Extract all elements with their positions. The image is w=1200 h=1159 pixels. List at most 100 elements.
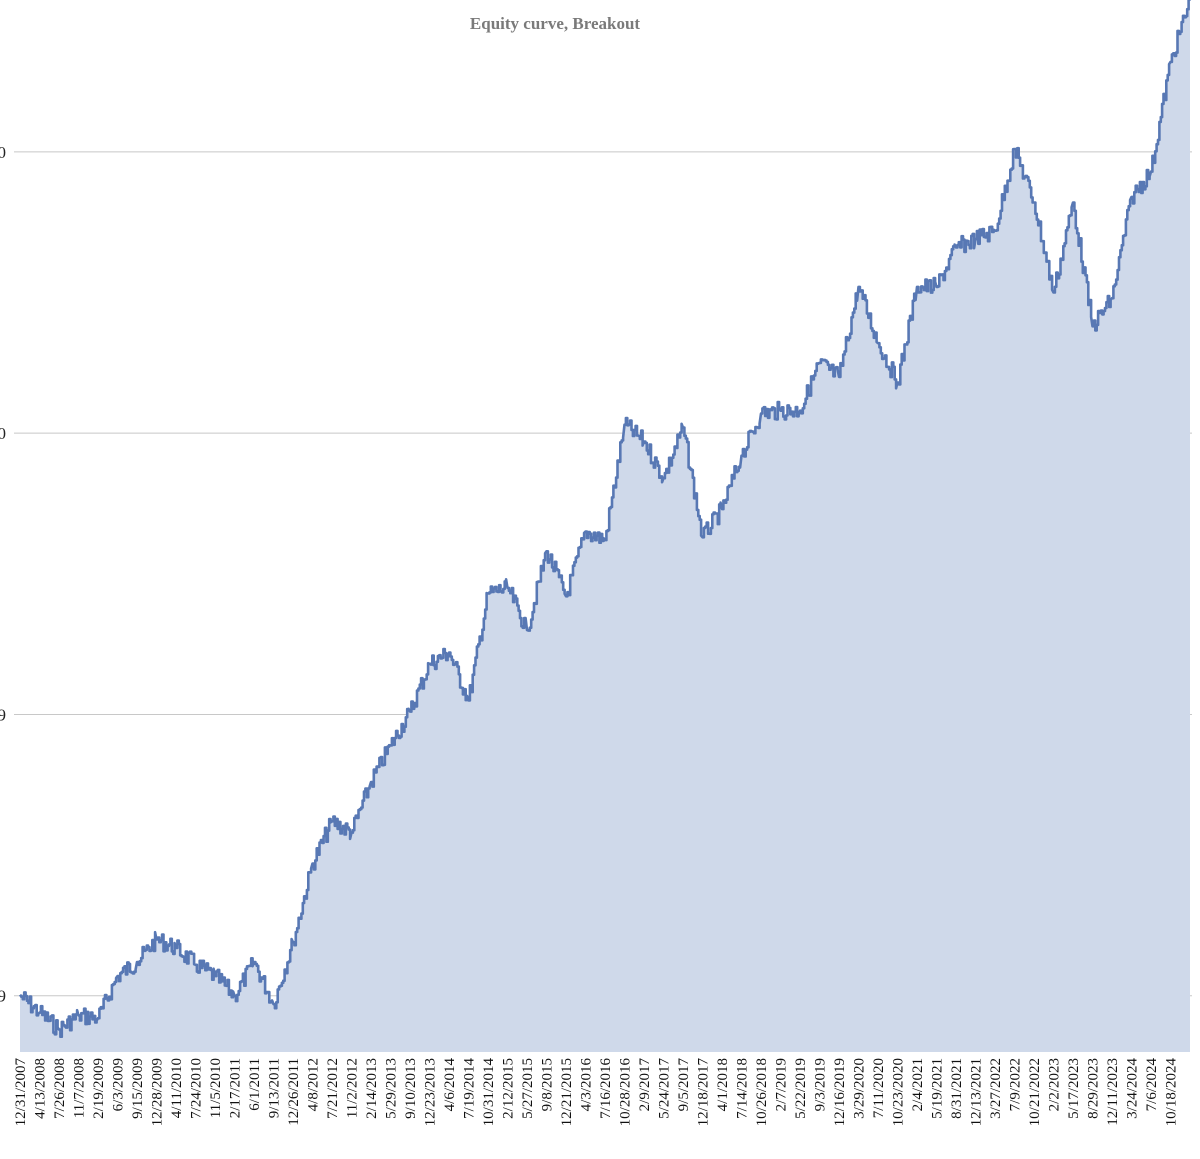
x-tick-label: 8/29/2023 bbox=[1086, 1058, 1102, 1119]
x-tick-label: 12/31/2007 bbox=[13, 1058, 29, 1127]
y-tick-label: 9 bbox=[0, 987, 6, 1006]
x-tick-label: 12/16/2019 bbox=[832, 1058, 848, 1126]
x-tick-label: 4/6/2014 bbox=[442, 1058, 458, 1112]
x-tick-label: 6/1/2011 bbox=[247, 1058, 263, 1111]
x-tick-label: 2/7/2019 bbox=[774, 1058, 790, 1111]
x-tick-label: 2/9/2017 bbox=[637, 1058, 653, 1112]
x-tick-label: 3/24/2024 bbox=[1125, 1058, 1141, 1119]
x-tick-label: 7/11/2020 bbox=[871, 1058, 887, 1118]
data-point bbox=[409, 710, 411, 713]
x-tick-label: 5/19/2021 bbox=[930, 1058, 946, 1119]
data-point bbox=[1052, 291, 1055, 294]
x-tick-label: 12/18/2017 bbox=[696, 1058, 712, 1127]
data-point bbox=[175, 947, 177, 949]
x-tick-label: 9/3/2019 bbox=[813, 1058, 829, 1111]
data-point bbox=[896, 381, 899, 384]
x-tick-label: 11/5/2010 bbox=[208, 1058, 224, 1118]
data-point bbox=[1189, 0, 1191, 1]
data-point bbox=[994, 229, 996, 232]
x-tick-label: 7/19/2014 bbox=[462, 1058, 478, 1119]
data-point bbox=[155, 938, 158, 941]
data-point bbox=[838, 376, 840, 378]
data-point bbox=[58, 1028, 60, 1031]
data-point bbox=[136, 961, 138, 963]
data-point bbox=[877, 342, 879, 345]
x-tick-label: 3/27/2022 bbox=[988, 1058, 1004, 1119]
data-point bbox=[662, 477, 665, 480]
x-tick-label: 11/7/2008 bbox=[72, 1058, 88, 1118]
data-point bbox=[701, 536, 704, 539]
data-point bbox=[350, 831, 353, 834]
data-point bbox=[428, 662, 431, 665]
data-point bbox=[253, 961, 255, 963]
data-point bbox=[916, 286, 918, 288]
data-point bbox=[97, 1017, 99, 1020]
data-point bbox=[545, 550, 548, 553]
data-point bbox=[467, 699, 470, 702]
x-tick-label: 9/13/2011 bbox=[267, 1058, 283, 1118]
x-tick-label: 7/26/2008 bbox=[52, 1058, 68, 1119]
data-point bbox=[760, 412, 762, 415]
data-point bbox=[1072, 201, 1074, 204]
y-tick-label: 0 bbox=[0, 143, 6, 162]
data-point bbox=[584, 530, 587, 533]
x-tick-label: 12/21/2015 bbox=[559, 1058, 575, 1126]
data-point bbox=[233, 994, 236, 997]
x-tick-label: 7/24/2010 bbox=[189, 1058, 205, 1119]
x-tick-label: 9/5/2017 bbox=[676, 1058, 692, 1112]
x-tick-label: 4/13/2008 bbox=[33, 1058, 49, 1119]
data-point bbox=[740, 454, 743, 457]
data-point bbox=[955, 246, 957, 249]
y-axis-ticks: 0 0 9 9 bbox=[0, 143, 6, 1006]
y-tick-label: 0 bbox=[0, 424, 6, 443]
x-tick-label: 10/28/2016 bbox=[618, 1058, 634, 1127]
data-point bbox=[389, 744, 392, 747]
data-point bbox=[487, 592, 489, 595]
data-point bbox=[311, 862, 314, 865]
data-point bbox=[565, 595, 567, 598]
x-tick-label: 2/12/2015 bbox=[501, 1058, 517, 1119]
data-point bbox=[682, 426, 684, 429]
data-point bbox=[779, 409, 782, 412]
x-tick-label: 12/28/2009 bbox=[150, 1058, 166, 1126]
x-tick-label: 10/23/2020 bbox=[891, 1058, 907, 1126]
x-tick-label: 6/3/2009 bbox=[111, 1058, 127, 1111]
x-tick-label: 11/2/2012 bbox=[345, 1058, 361, 1118]
data-point bbox=[526, 629, 528, 631]
data-point bbox=[974, 238, 977, 240]
x-tick-label: 4/11/2010 bbox=[169, 1058, 185, 1118]
data-point bbox=[818, 361, 821, 364]
data-point bbox=[331, 820, 333, 823]
x-tick-label: 3/29/2020 bbox=[852, 1058, 868, 1119]
data-point bbox=[643, 440, 645, 443]
x-tick-label: 7/6/2024 bbox=[1144, 1058, 1160, 1112]
data-point bbox=[77, 1014, 80, 1017]
x-tick-label: 12/26/2011 bbox=[286, 1058, 302, 1126]
x-tick-label: 9/15/2009 bbox=[130, 1058, 146, 1119]
x-tick-label: 10/21/2022 bbox=[1027, 1058, 1043, 1126]
data-point bbox=[370, 781, 372, 783]
data-point bbox=[272, 1003, 275, 1006]
data-point bbox=[721, 508, 723, 511]
x-tick-label: 8/31/2021 bbox=[949, 1058, 965, 1119]
data-point bbox=[448, 651, 450, 654]
x-tick-label: 12/11/2023 bbox=[1105, 1058, 1121, 1126]
data-point bbox=[1130, 195, 1133, 198]
x-tick-label: 5/27/2015 bbox=[520, 1058, 536, 1119]
x-tick-label: 5/29/2013 bbox=[384, 1058, 400, 1119]
data-point bbox=[604, 539, 606, 541]
x-tick-label: 2/4/2021 bbox=[910, 1058, 926, 1111]
x-tick-label: 2/14/2013 bbox=[364, 1058, 380, 1119]
data-point bbox=[19, 994, 21, 997]
data-point bbox=[292, 941, 294, 944]
data-point bbox=[194, 963, 197, 966]
data-point bbox=[935, 286, 938, 288]
x-tick-label: 2/2/2023 bbox=[1047, 1058, 1063, 1111]
data-point bbox=[506, 586, 509, 589]
x-tick-label: 7/16/2016 bbox=[598, 1058, 614, 1119]
data-point bbox=[1150, 170, 1152, 173]
chart-title: Equity curve, Breakout bbox=[469, 14, 641, 33]
data-point bbox=[1111, 297, 1113, 300]
x-tick-label: 9/8/2015 bbox=[540, 1058, 556, 1111]
